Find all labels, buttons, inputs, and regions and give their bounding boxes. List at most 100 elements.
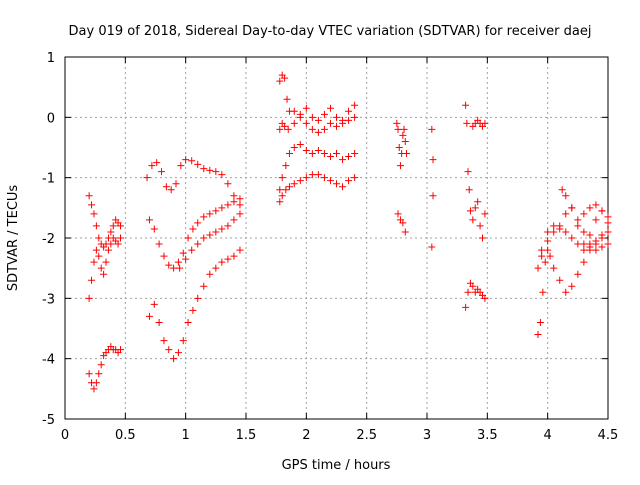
- data-point: [326, 177, 334, 185]
- data-point: [170, 264, 178, 272]
- data-point: [538, 246, 546, 254]
- data-point: [466, 207, 474, 215]
- data-point: [401, 228, 409, 236]
- data-point: [230, 216, 238, 224]
- data-point: [153, 159, 161, 167]
- data-point: [212, 168, 220, 176]
- data-point: [550, 228, 558, 236]
- data-point: [464, 288, 472, 296]
- data-point: [160, 252, 168, 260]
- data-point: [333, 122, 340, 130]
- data-point: [598, 231, 606, 239]
- data-point: [85, 192, 93, 200]
- data-point: [97, 361, 105, 369]
- data-point: [320, 150, 328, 158]
- data-point: [290, 119, 298, 127]
- data-point: [592, 237, 600, 245]
- data-point: [218, 171, 226, 179]
- data-point: [117, 234, 125, 242]
- data-point: [179, 337, 187, 345]
- x-tick-label: 4.5: [598, 428, 619, 443]
- data-point: [399, 131, 407, 139]
- y-tick-label: -3: [42, 292, 55, 307]
- data-point: [308, 171, 316, 179]
- data-point: [230, 198, 238, 206]
- data-point: [481, 210, 489, 218]
- data-point: [167, 186, 175, 194]
- data-point: [586, 204, 594, 212]
- data-point: [333, 150, 340, 158]
- data-point: [326, 153, 334, 161]
- data-point: [296, 140, 304, 148]
- data-point: [212, 264, 220, 272]
- data-point: [165, 346, 173, 354]
- y-tick-label: -4: [42, 353, 55, 368]
- x-tick-label: 1.5: [236, 428, 257, 443]
- data-point: [308, 113, 316, 121]
- data-point: [345, 153, 353, 161]
- data-point: [429, 156, 437, 164]
- data-point: [428, 125, 436, 133]
- data-point: [117, 346, 125, 354]
- data-point: [236, 210, 244, 218]
- data-point: [320, 125, 328, 133]
- data-point: [182, 255, 190, 263]
- data-point: [399, 219, 407, 227]
- data-point: [276, 125, 284, 133]
- plot-frame: [64, 56, 609, 420]
- data-point: [296, 177, 304, 185]
- data-point: [314, 128, 322, 136]
- data-point: [194, 160, 202, 168]
- data-point: [339, 183, 347, 191]
- data-point: [283, 95, 291, 103]
- data-point: [544, 237, 552, 245]
- x-tick-label: 2.5: [356, 428, 377, 443]
- data-point: [462, 101, 470, 109]
- data-point: [541, 258, 549, 266]
- data-point: [150, 225, 158, 233]
- data-point: [562, 288, 570, 296]
- data-point: [568, 282, 576, 290]
- data-point: [396, 162, 404, 170]
- data-point: [179, 249, 187, 257]
- data-point: [428, 243, 436, 251]
- data-point: [188, 157, 196, 165]
- data-point: [90, 258, 98, 266]
- data-point: [345, 116, 353, 124]
- data-point: [189, 306, 197, 314]
- data-point: [296, 113, 304, 121]
- data-point: [148, 162, 156, 170]
- data-point: [574, 216, 582, 224]
- data-point: [402, 150, 410, 158]
- data-point: [351, 101, 359, 109]
- data-point: [544, 228, 552, 236]
- data-point: [90, 210, 98, 218]
- data-point: [92, 379, 100, 387]
- data-point: [604, 240, 612, 248]
- data-point: [471, 204, 479, 212]
- data-point: [160, 337, 168, 345]
- data-point: [550, 222, 558, 230]
- data-point: [85, 294, 93, 302]
- data-point: [536, 318, 544, 326]
- data-point: [145, 216, 153, 224]
- data-point: [200, 213, 208, 221]
- data-point: [558, 186, 566, 194]
- data-point: [469, 216, 477, 224]
- data-point: [568, 234, 576, 242]
- data-point: [326, 119, 334, 127]
- data-point: [155, 240, 163, 248]
- data-point: [114, 240, 122, 248]
- data-point: [562, 210, 570, 218]
- data-point: [333, 180, 340, 188]
- data-point: [189, 225, 197, 233]
- data-point: [102, 258, 110, 266]
- data-point: [534, 264, 542, 272]
- data-point: [462, 303, 470, 311]
- chart-title: Day 019 of 2018, Sidereal Day-to-day VTE…: [69, 24, 592, 39]
- data-point: [95, 370, 103, 378]
- data-point: [107, 240, 115, 248]
- data-point: [224, 201, 232, 209]
- data-point: [88, 201, 96, 209]
